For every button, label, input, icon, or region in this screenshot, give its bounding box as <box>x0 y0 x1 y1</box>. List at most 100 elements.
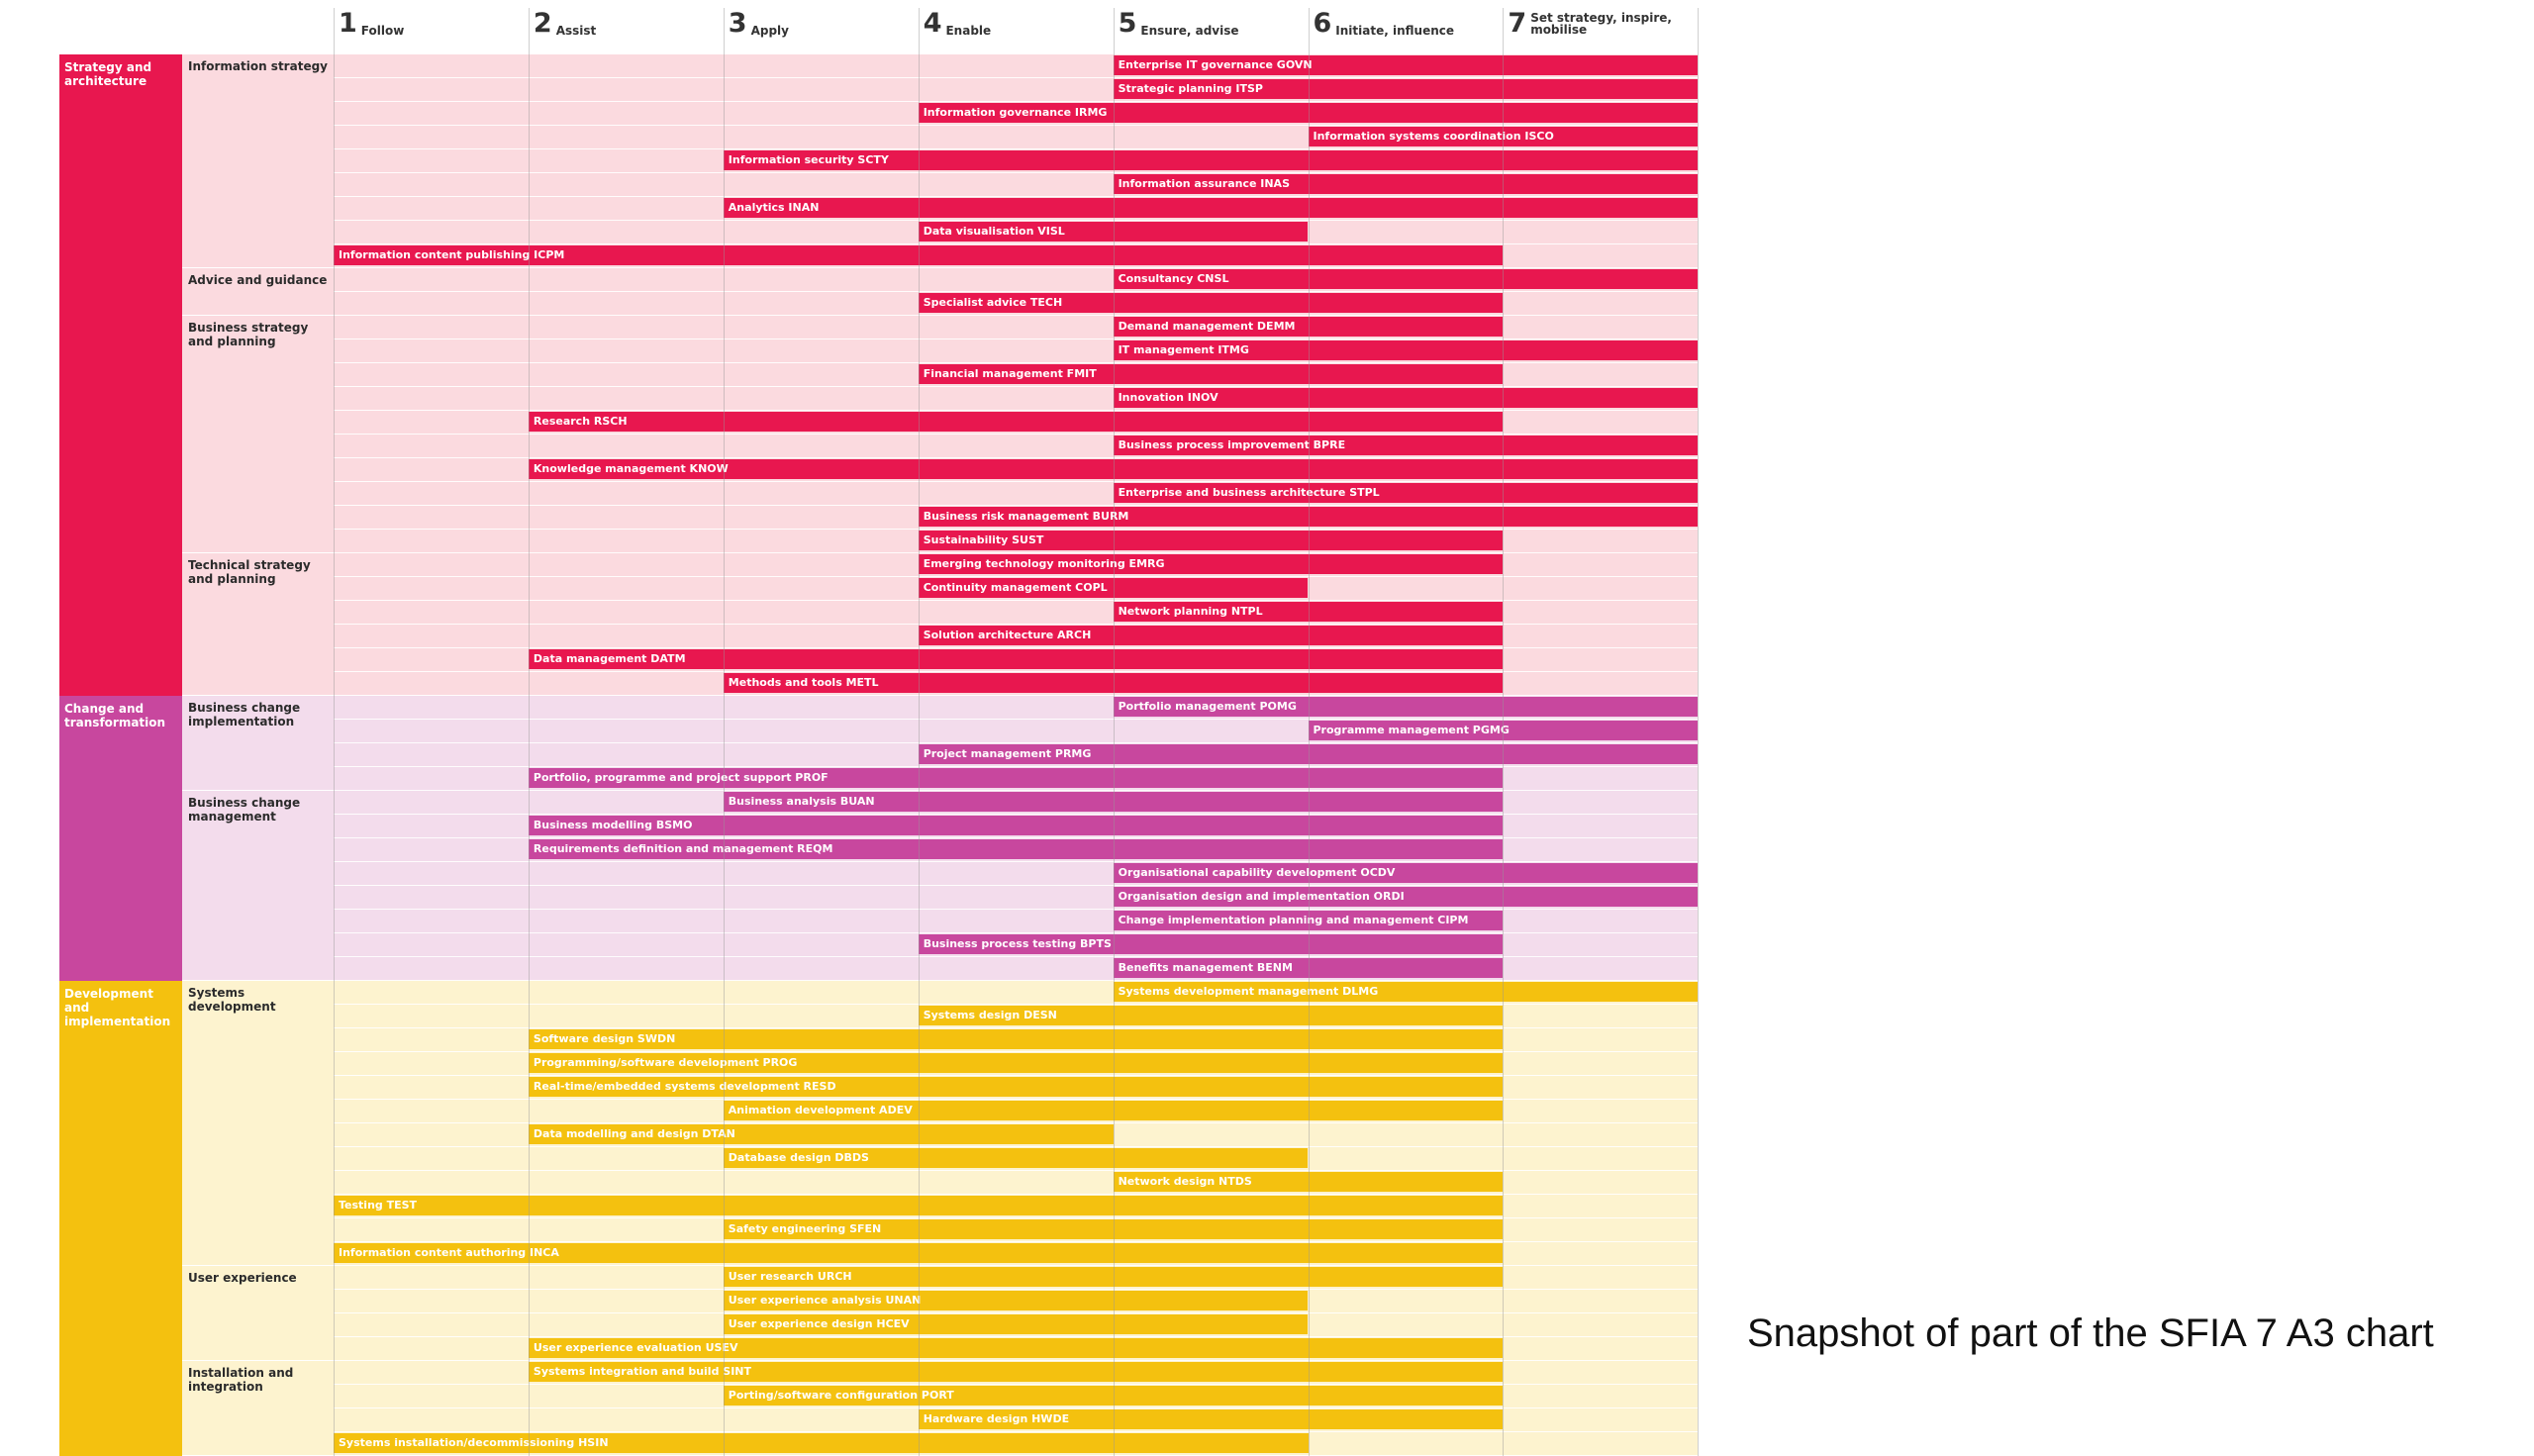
skill-bar[interactable]: Programming/software development PROG <box>528 1053 1504 1073</box>
skill-bar[interactable]: Portfolio, programme and project support… <box>528 768 1504 788</box>
skill-bar[interactable]: Information content publishing ICPM <box>334 245 1504 265</box>
level-name: Follow <box>360 24 405 38</box>
skill-row: Hardware design HWDE <box>59 1408 1698 1432</box>
skill-bar[interactable]: Animation development ADEV <box>723 1101 1504 1120</box>
skill-bar[interactable]: Programme management PGMG <box>1308 721 1699 740</box>
skill-bar[interactable]: Solution architecture ARCH <box>918 626 1504 645</box>
row-divider <box>334 814 1698 815</box>
skill-bar[interactable]: Research RSCH <box>528 412 1504 432</box>
level-header-6: 6 Initiate, influence <box>1314 8 1455 48</box>
skill-bar[interactable]: Information content authoring INCA <box>334 1243 1504 1263</box>
row-divider <box>334 267 1698 268</box>
skill-bar[interactable]: Business process improvement BPRE <box>1113 436 1699 455</box>
skill-bar[interactable]: Emerging technology monitoring EMRG <box>918 554 1504 574</box>
skill-bar[interactable]: Data management DATM <box>528 649 1504 669</box>
skill-row: Data visualisation VISL <box>59 221 1698 244</box>
skill-bar[interactable]: Change implementation planning and manag… <box>1113 911 1504 930</box>
skill-bar[interactable]: Information systems coordination ISCO <box>1308 127 1699 146</box>
skill-bar[interactable]: Systems development management DLMG <box>1113 982 1699 1002</box>
skill-bar[interactable]: Portfolio management POMG <box>1113 697 1699 717</box>
row-divider <box>334 861 1698 862</box>
level-number: 4 <box>923 8 942 39</box>
row-divider <box>334 1360 1698 1361</box>
skill-bar[interactable]: User research URCH <box>723 1267 1504 1287</box>
skill-row: Strategic planning ITSP <box>59 78 1699 102</box>
skill-bar[interactable]: Database design DBDS <box>723 1148 1309 1168</box>
row-divider <box>334 220 1698 221</box>
skill-row: Network design NTDS <box>59 1171 1698 1195</box>
row-divider <box>334 1265 1698 1266</box>
row-divider <box>334 457 1698 458</box>
skill-bar[interactable]: Data visualisation VISL <box>918 222 1309 242</box>
skill-bar[interactable]: Systems integration and build SINT <box>528 1362 1504 1382</box>
row-divider <box>334 932 1698 933</box>
skill-bar[interactable]: Sustainability SUST <box>918 531 1504 550</box>
skill-bar[interactable]: Information governance IRMG <box>918 103 1699 123</box>
skill-bar[interactable]: Methods and tools METL <box>723 673 1504 693</box>
skill-bar[interactable]: User experience design HCEV <box>723 1314 1309 1334</box>
skill-bar[interactable]: Consultancy CNSL <box>1113 269 1699 289</box>
skill-row: Business modelling BSMO <box>59 815 1698 838</box>
skill-bar[interactable]: User experience evaluation USEV <box>528 1338 1504 1358</box>
skill-bar[interactable]: Information assurance INAS <box>1113 174 1699 194</box>
skill-bar[interactable]: Project management PRMG <box>918 744 1699 764</box>
level-column-divider <box>528 8 530 1456</box>
skill-bar[interactable]: Software design SWDN <box>528 1029 1504 1049</box>
level-header-3: 3 Apply <box>729 8 789 48</box>
row-divider <box>334 1122 1698 1123</box>
skill-bar[interactable]: Demand management DEMM <box>1113 317 1504 337</box>
skill-bar[interactable]: Business analysis BUAN <box>723 792 1504 812</box>
skill-bar[interactable]: IT management ITMG <box>1113 340 1699 360</box>
skill-row: Business analysis BUAN <box>59 791 1698 815</box>
skill-bar[interactable]: Information security SCTY <box>723 150 1699 170</box>
skill-bar[interactable]: Specialist advice TECH <box>918 293 1504 313</box>
row-divider <box>334 600 1698 601</box>
skill-bar[interactable]: Business risk management BURM <box>918 507 1699 527</box>
skill-bar[interactable]: Enterprise and business architecture STP… <box>1113 483 1699 503</box>
skill-bar[interactable]: User experience analysis UNAN <box>723 1291 1309 1310</box>
skill-bar[interactable]: Continuity management COPL <box>918 578 1309 598</box>
skill-bar[interactable]: Hardware design HWDE <box>918 1409 1504 1429</box>
subcategory-band <box>334 553 1698 696</box>
row-divider <box>334 790 1698 791</box>
skill-bar[interactable]: Network design NTDS <box>1113 1172 1504 1192</box>
skill-bar[interactable]: Business modelling BSMO <box>528 816 1504 835</box>
skill-bar[interactable]: Porting/software configuration PORT <box>723 1386 1504 1406</box>
row-divider <box>334 1051 1698 1052</box>
skill-row: Organisation design and implementation O… <box>59 886 1699 910</box>
skill-bar[interactable]: Testing TEST <box>334 1196 1504 1215</box>
level-name: Initiate, influence <box>1335 24 1455 38</box>
skill-bar[interactable]: Systems installation/decommissioning HSI… <box>334 1433 1309 1453</box>
skill-row: Consultancy CNSL <box>59 268 1699 292</box>
skill-bar[interactable]: Innovation INOV <box>1113 388 1699 408</box>
skill-bar[interactable]: Organisational capability development OC… <box>1113 863 1699 883</box>
skill-bar[interactable]: Real-time/embedded systems development R… <box>528 1077 1504 1097</box>
row-divider <box>334 1289 1698 1290</box>
row-divider <box>334 172 1698 173</box>
skill-bar[interactable]: Knowledge management KNOW <box>528 459 1699 479</box>
skill-bar[interactable]: Business process testing BPTS <box>918 934 1504 954</box>
skill-row: Systems integration and build SINT <box>59 1361 1698 1385</box>
skill-bar[interactable]: Analytics INAN <box>723 198 1699 218</box>
level-header-5: 5 Ensure, advise <box>1119 8 1239 48</box>
row-divider <box>334 1407 1698 1408</box>
skill-bar[interactable]: Network planning NTPL <box>1113 602 1504 622</box>
row-divider <box>334 505 1698 506</box>
skill-bar[interactable]: Benefits management BENM <box>1113 958 1504 978</box>
row-divider <box>334 148 1698 149</box>
skill-bar[interactable]: Enterprise IT governance GOVN <box>1113 55 1699 75</box>
skill-bar[interactable]: Strategic planning ITSP <box>1113 79 1699 99</box>
row-divider <box>334 386 1698 387</box>
category-label-development-and-implementation: Development and implementation <box>59 981 182 1456</box>
row-divider <box>334 362 1698 363</box>
skill-bar[interactable]: Financial management FMIT <box>918 364 1504 384</box>
skill-bar[interactable]: Requirements definition and management R… <box>528 839 1504 859</box>
level-column-divider <box>918 8 920 1456</box>
skill-bar[interactable]: Systems design DESN <box>918 1006 1504 1025</box>
skill-bar[interactable]: Data modelling and design DTAN <box>528 1124 1114 1144</box>
level-header-2: 2 Assist <box>534 8 596 48</box>
row-divider <box>334 766 1698 767</box>
level-column-divider <box>1113 8 1115 1456</box>
skill-bar[interactable]: Safety engineering SFEN <box>723 1219 1504 1239</box>
skill-bar[interactable]: Organisation design and implementation O… <box>1113 887 1699 907</box>
